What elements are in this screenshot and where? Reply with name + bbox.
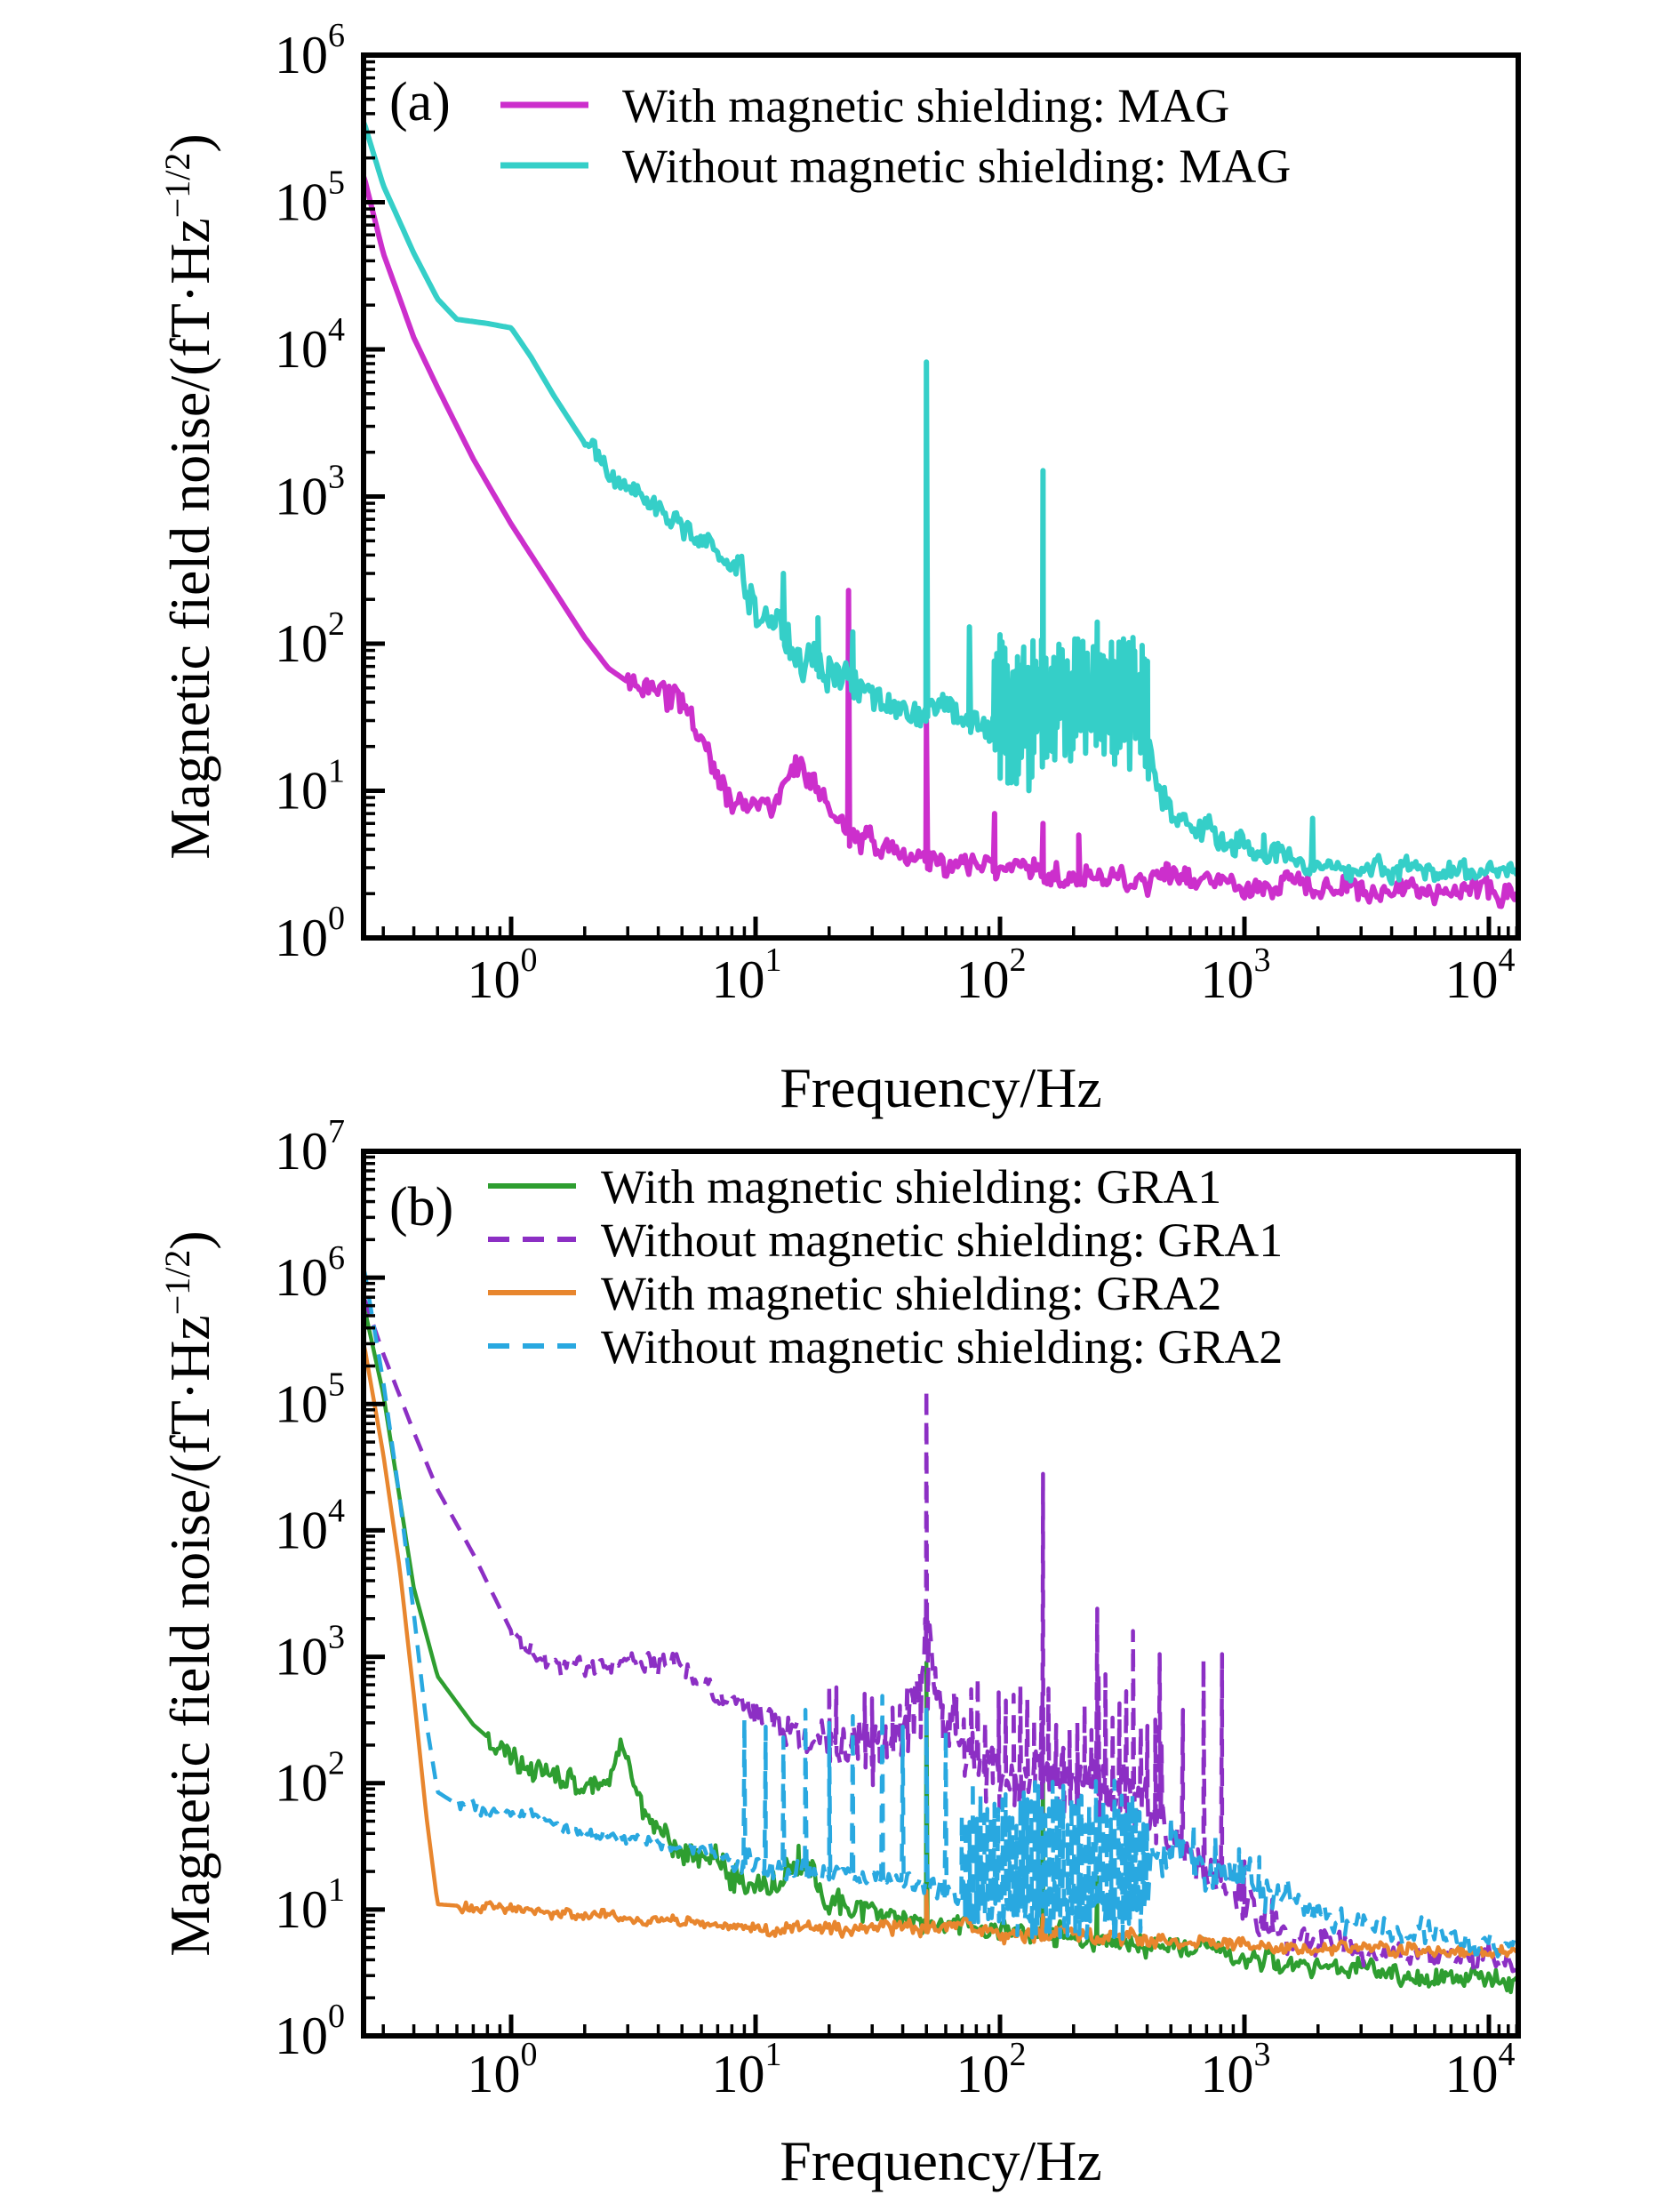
legend-item-gra1-shielded: With magnetic shielding: GRA1 xyxy=(488,1160,1221,1214)
legend-label-mag-shielded: With magnetic shielding: MAG xyxy=(622,79,1229,132)
tick-label: 105 xyxy=(275,164,345,232)
tick-label: 104 xyxy=(275,311,345,379)
tick-label: 106 xyxy=(275,17,345,84)
tick-label: 105 xyxy=(275,1366,345,1433)
axes-frame-b xyxy=(361,1149,1521,2039)
tick-labels-a: 100 101 102 103 104 100 101 102 103 104 105 106 xyxy=(275,17,1516,1009)
legend-label-gra1-unshielded: Without magnetic shielding: GRA1 xyxy=(601,1214,1283,1267)
tick-label: 103 xyxy=(1201,2036,1271,2103)
y-axis-title-a: Magnetic field noise/(fT·Hz−1/2) xyxy=(157,133,221,859)
legend-label-gra1-shielded: With magnetic shielding: GRA1 xyxy=(601,1160,1221,1214)
ticks-b xyxy=(364,1149,1519,2039)
series-mag-shielded xyxy=(364,175,1518,909)
legend-item-gra1-unshielded: Without magnetic shielding: GRA1 xyxy=(488,1214,1283,1267)
tick-label: 103 xyxy=(1201,941,1271,1009)
tick-label: 101 xyxy=(712,941,782,1009)
legend-item-mag-shielded: With magnetic shielding: MAG xyxy=(500,79,1229,132)
series-gra2-shielded xyxy=(364,1342,1518,1959)
tick-label: 100 xyxy=(468,941,538,1009)
tick-label: 102 xyxy=(956,2036,1027,2103)
tick-label: 103 xyxy=(275,1619,345,1686)
legend-label-mag-unshielded: Without magnetic shielding: MAG xyxy=(622,140,1291,193)
series-gra2-unshielded xyxy=(364,1267,1518,1959)
legend-item-gra2-shielded: With magnetic shielding: GRA2 xyxy=(488,1267,1221,1320)
plot-area-b xyxy=(364,1267,1518,1995)
legend-item-mag-unshielded: Without magnetic shielding: MAG xyxy=(500,140,1291,193)
panel-tag-a: (a) xyxy=(389,72,451,132)
tick-label: 102 xyxy=(275,605,345,673)
tick-label: 101 xyxy=(275,753,345,821)
tick-label: 106 xyxy=(275,1239,345,1307)
tick-label: 104 xyxy=(1445,941,1516,1009)
tick-label: 104 xyxy=(1445,2036,1516,2103)
series-gra1-shielded xyxy=(364,1305,1518,1995)
tick-label: 102 xyxy=(956,941,1027,1009)
panel-a: 100 101 102 103 104 100 101 102 103 104 105 106 Freq… xyxy=(157,17,1521,1119)
legend-item-gra2-unshielded: Without magnetic shielding: GRA2 xyxy=(488,1320,1283,1374)
panel-tag-b: (b) xyxy=(389,1177,453,1238)
tick-label: 100 xyxy=(275,900,345,967)
tick-labels-b: 100 101 102 103 104 100 101 102 103 104 105 106 107 xyxy=(275,1113,1516,2103)
legend-a: With magnetic shielding: MAG Without magn… xyxy=(500,79,1291,193)
tick-label: 103 xyxy=(275,459,345,526)
series-mag-unshielded xyxy=(364,121,1518,886)
y-axis-title-b: Magnetic field noise/(fT·Hz−1/2) xyxy=(157,1230,221,1956)
series-gra1-unshielded xyxy=(364,1296,1518,1974)
panel-b: 100 101 102 103 104 100 101 102 103 104 105 106 107 F… xyxy=(157,1113,1521,2192)
legend-label-gra2-shielded: With magnetic shielding: GRA2 xyxy=(601,1267,1221,1320)
x-axis-title-b: Frequency/Hz xyxy=(780,2129,1102,2192)
tick-label: 100 xyxy=(468,2036,538,2103)
legend-label-gra2-unshielded: Without magnetic shielding: GRA2 xyxy=(601,1320,1283,1374)
tick-label: 102 xyxy=(275,1745,345,1813)
tick-label: 104 xyxy=(275,1492,345,1559)
plot-area-a xyxy=(364,121,1518,909)
tick-label: 101 xyxy=(275,1871,345,1939)
tick-label: 107 xyxy=(275,1113,345,1181)
tick-label: 100 xyxy=(275,1998,345,2065)
ticks-a xyxy=(364,52,1519,941)
tick-label: 101 xyxy=(712,2036,782,2103)
x-axis-title-a: Frequency/Hz xyxy=(780,1056,1102,1119)
